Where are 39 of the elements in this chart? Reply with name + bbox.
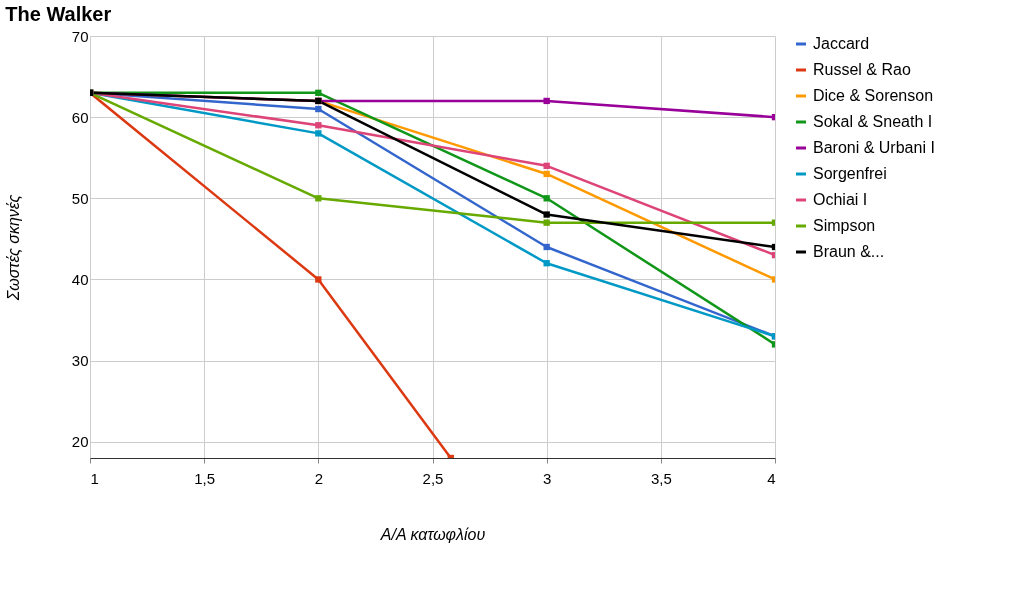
y-tick-label: 60	[71, 108, 89, 126]
point	[543, 97, 550, 105]
point	[543, 195, 550, 202]
point	[543, 211, 550, 218]
point	[543, 219, 550, 226]
legend-label: Jaccard	[813, 35, 870, 52]
point	[315, 122, 322, 129]
x-tick-label: 3	[542, 469, 552, 487]
legend-label: Ochiai I	[813, 191, 868, 208]
point	[315, 89, 322, 96]
x-tick-label: 1,5	[194, 469, 216, 487]
point	[315, 130, 322, 137]
legend-label: Russel & Rao	[813, 61, 911, 78]
legend-label: Dice & Sorenson	[813, 87, 934, 104]
legend-label: Sokal & Sneath I	[813, 113, 933, 130]
x-axis-title: Α/Α κατωφλίου	[379, 525, 486, 543]
legend-label: Sorgenfrei	[813, 165, 887, 182]
legend-label: Simpson	[813, 217, 876, 234]
y-tick-label: 20	[71, 433, 89, 451]
x-tick-label: 4	[767, 469, 776, 487]
y-tick-label: 40	[71, 270, 89, 288]
x-tick-label: 3,5	[650, 469, 672, 487]
y-axis-title: Σωστές σκηνές	[4, 194, 22, 302]
point	[315, 276, 322, 283]
chart-title: The Walker	[5, 3, 112, 25]
point	[315, 105, 322, 113]
x-tick-label: 2	[314, 469, 324, 487]
y-tick-label: 30	[71, 352, 89, 370]
y-tick-label: 70	[71, 27, 89, 45]
x-tick-label: 2,5	[422, 469, 444, 487]
point	[543, 170, 550, 178]
legend-label: Braun &...	[813, 243, 885, 260]
point	[543, 162, 550, 170]
point	[543, 260, 550, 267]
point	[315, 195, 322, 202]
point	[543, 243, 550, 251]
legend-label: Baroni & Urbani I	[813, 139, 935, 156]
y-tick-label: 50	[71, 189, 89, 207]
x-tick-label: 1	[90, 469, 99, 487]
